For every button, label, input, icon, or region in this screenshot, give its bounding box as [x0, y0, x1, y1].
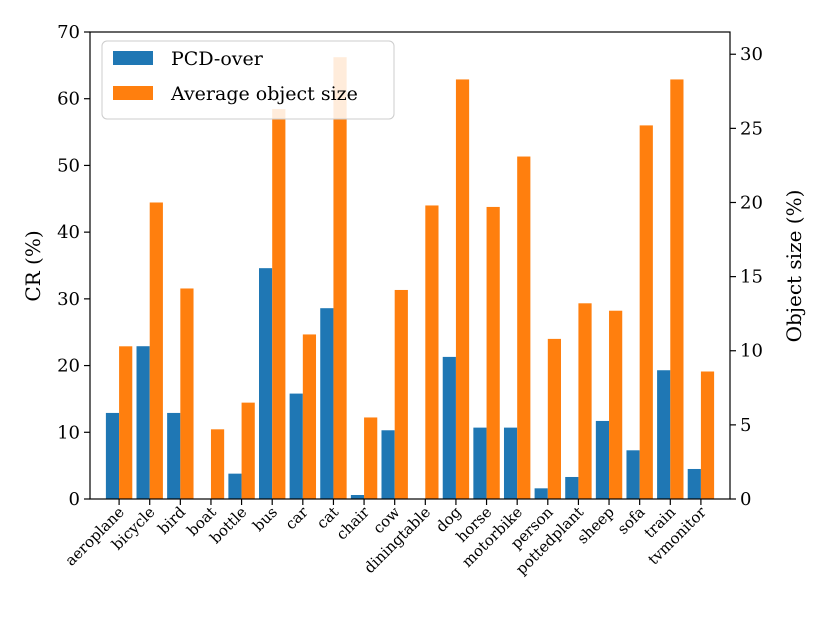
left-y-axis-ticks: 0 10 20 30 40 50 60 70	[57, 22, 90, 510]
bar-pcd-over-bicycle	[136, 346, 150, 499]
legend-swatch-pcd-over	[113, 51, 153, 65]
bar-pcd-over-train	[657, 370, 671, 499]
left-tick-label: 70	[57, 22, 80, 43]
bar-pcd-over-motorbike	[503, 427, 518, 499]
bar-average-object-size-motorbike	[517, 156, 531, 499]
bar-pcd-over-dog	[442, 356, 456, 499]
legend-label-average-object-size: Average object size	[170, 83, 358, 105]
right-y-axis-ticks: 0 5 10 15 20 25 30	[730, 44, 763, 510]
bar-pcd-over-aeroplane	[105, 412, 120, 499]
left-tick-label: 0	[69, 489, 80, 510]
left-tick-label: 50	[57, 155, 80, 176]
bar-pcd-over-tvmonitor	[687, 468, 701, 499]
bar-average-object-size-sofa	[639, 125, 653, 500]
right-tick-label: 15	[740, 267, 763, 288]
bar-pcd-over-sheep	[595, 420, 610, 499]
axes-frame	[89, 31, 731, 500]
right-tick-label: 20	[740, 192, 763, 213]
legend: PCD-over Average object size	[101, 40, 395, 120]
bar-average-object-size-aeroplane	[119, 346, 133, 499]
average-object-size-bars	[119, 57, 715, 500]
bar-pcd-over-person	[534, 488, 548, 499]
bar-pcd-over-car	[289, 393, 303, 499]
bar-average-object-size-pottedplant	[578, 303, 592, 499]
right-y-axis-label: Object size (%)	[782, 190, 806, 343]
bar-average-object-size-bottle	[241, 402, 255, 499]
bar-pcd-over-horse	[473, 427, 487, 499]
x-tick-label-bus: bus	[249, 503, 281, 535]
bar-pcd-over-bus	[259, 268, 273, 499]
bar-average-object-size-cow	[394, 289, 408, 499]
bar-pcd-over-sofa	[626, 450, 640, 499]
bar-pcd-over-bird	[167, 412, 181, 499]
pcd-over-bars	[105, 268, 701, 499]
bar-average-object-size-tvmonitor	[700, 371, 715, 499]
bar-average-object-size-bus	[272, 109, 286, 499]
bar-pcd-over-bottle	[228, 473, 242, 499]
legend-swatch-average-object-size	[113, 86, 153, 100]
bar-average-object-size-train	[670, 79, 684, 499]
legend-frame	[101, 40, 395, 120]
right-tick-label: 10	[740, 341, 763, 362]
x-tick-label-car: car	[282, 503, 313, 534]
bar-average-object-size-diningtable	[425, 205, 439, 499]
bar-average-object-size-bicycle	[149, 202, 163, 500]
left-tick-label: 20	[57, 356, 80, 377]
bar-pcd-over-cat	[320, 308, 334, 499]
right-tick-label: 30	[740, 44, 763, 65]
x-tick-label-bird: bird	[154, 503, 189, 538]
left-tick-label: 30	[57, 289, 80, 310]
legend-label-pcd-over: PCD-over	[171, 48, 264, 70]
bar-average-object-size-dog	[455, 79, 470, 499]
right-tick-label: 0	[740, 489, 751, 510]
x-tick-label-chair: chair	[333, 503, 374, 544]
left-tick-label: 10	[57, 422, 80, 443]
bar-average-object-size-person	[547, 338, 561, 499]
left-tick-label: 40	[57, 222, 80, 243]
bar-pcd-over-chair	[350, 495, 365, 499]
bar-pcd-over-cow	[381, 430, 395, 499]
plot-area-border	[89, 31, 731, 500]
left-tick-label: 60	[57, 89, 80, 110]
right-tick-label: 25	[740, 118, 763, 139]
bar-average-object-size-bird	[180, 288, 194, 499]
bar-average-object-size-sheep	[609, 310, 623, 499]
bar-average-object-size-boat	[210, 429, 225, 499]
bar-pcd-over-pottedplant	[565, 476, 579, 499]
bar-average-object-size-car	[302, 334, 317, 499]
bar-average-object-size-horse	[486, 206, 500, 499]
right-tick-label: 5	[740, 415, 751, 436]
left-y-axis-label: CR (%)	[21, 230, 45, 301]
bar-average-object-size-cat	[333, 57, 347, 499]
bar-average-object-size-chair	[364, 417, 378, 499]
